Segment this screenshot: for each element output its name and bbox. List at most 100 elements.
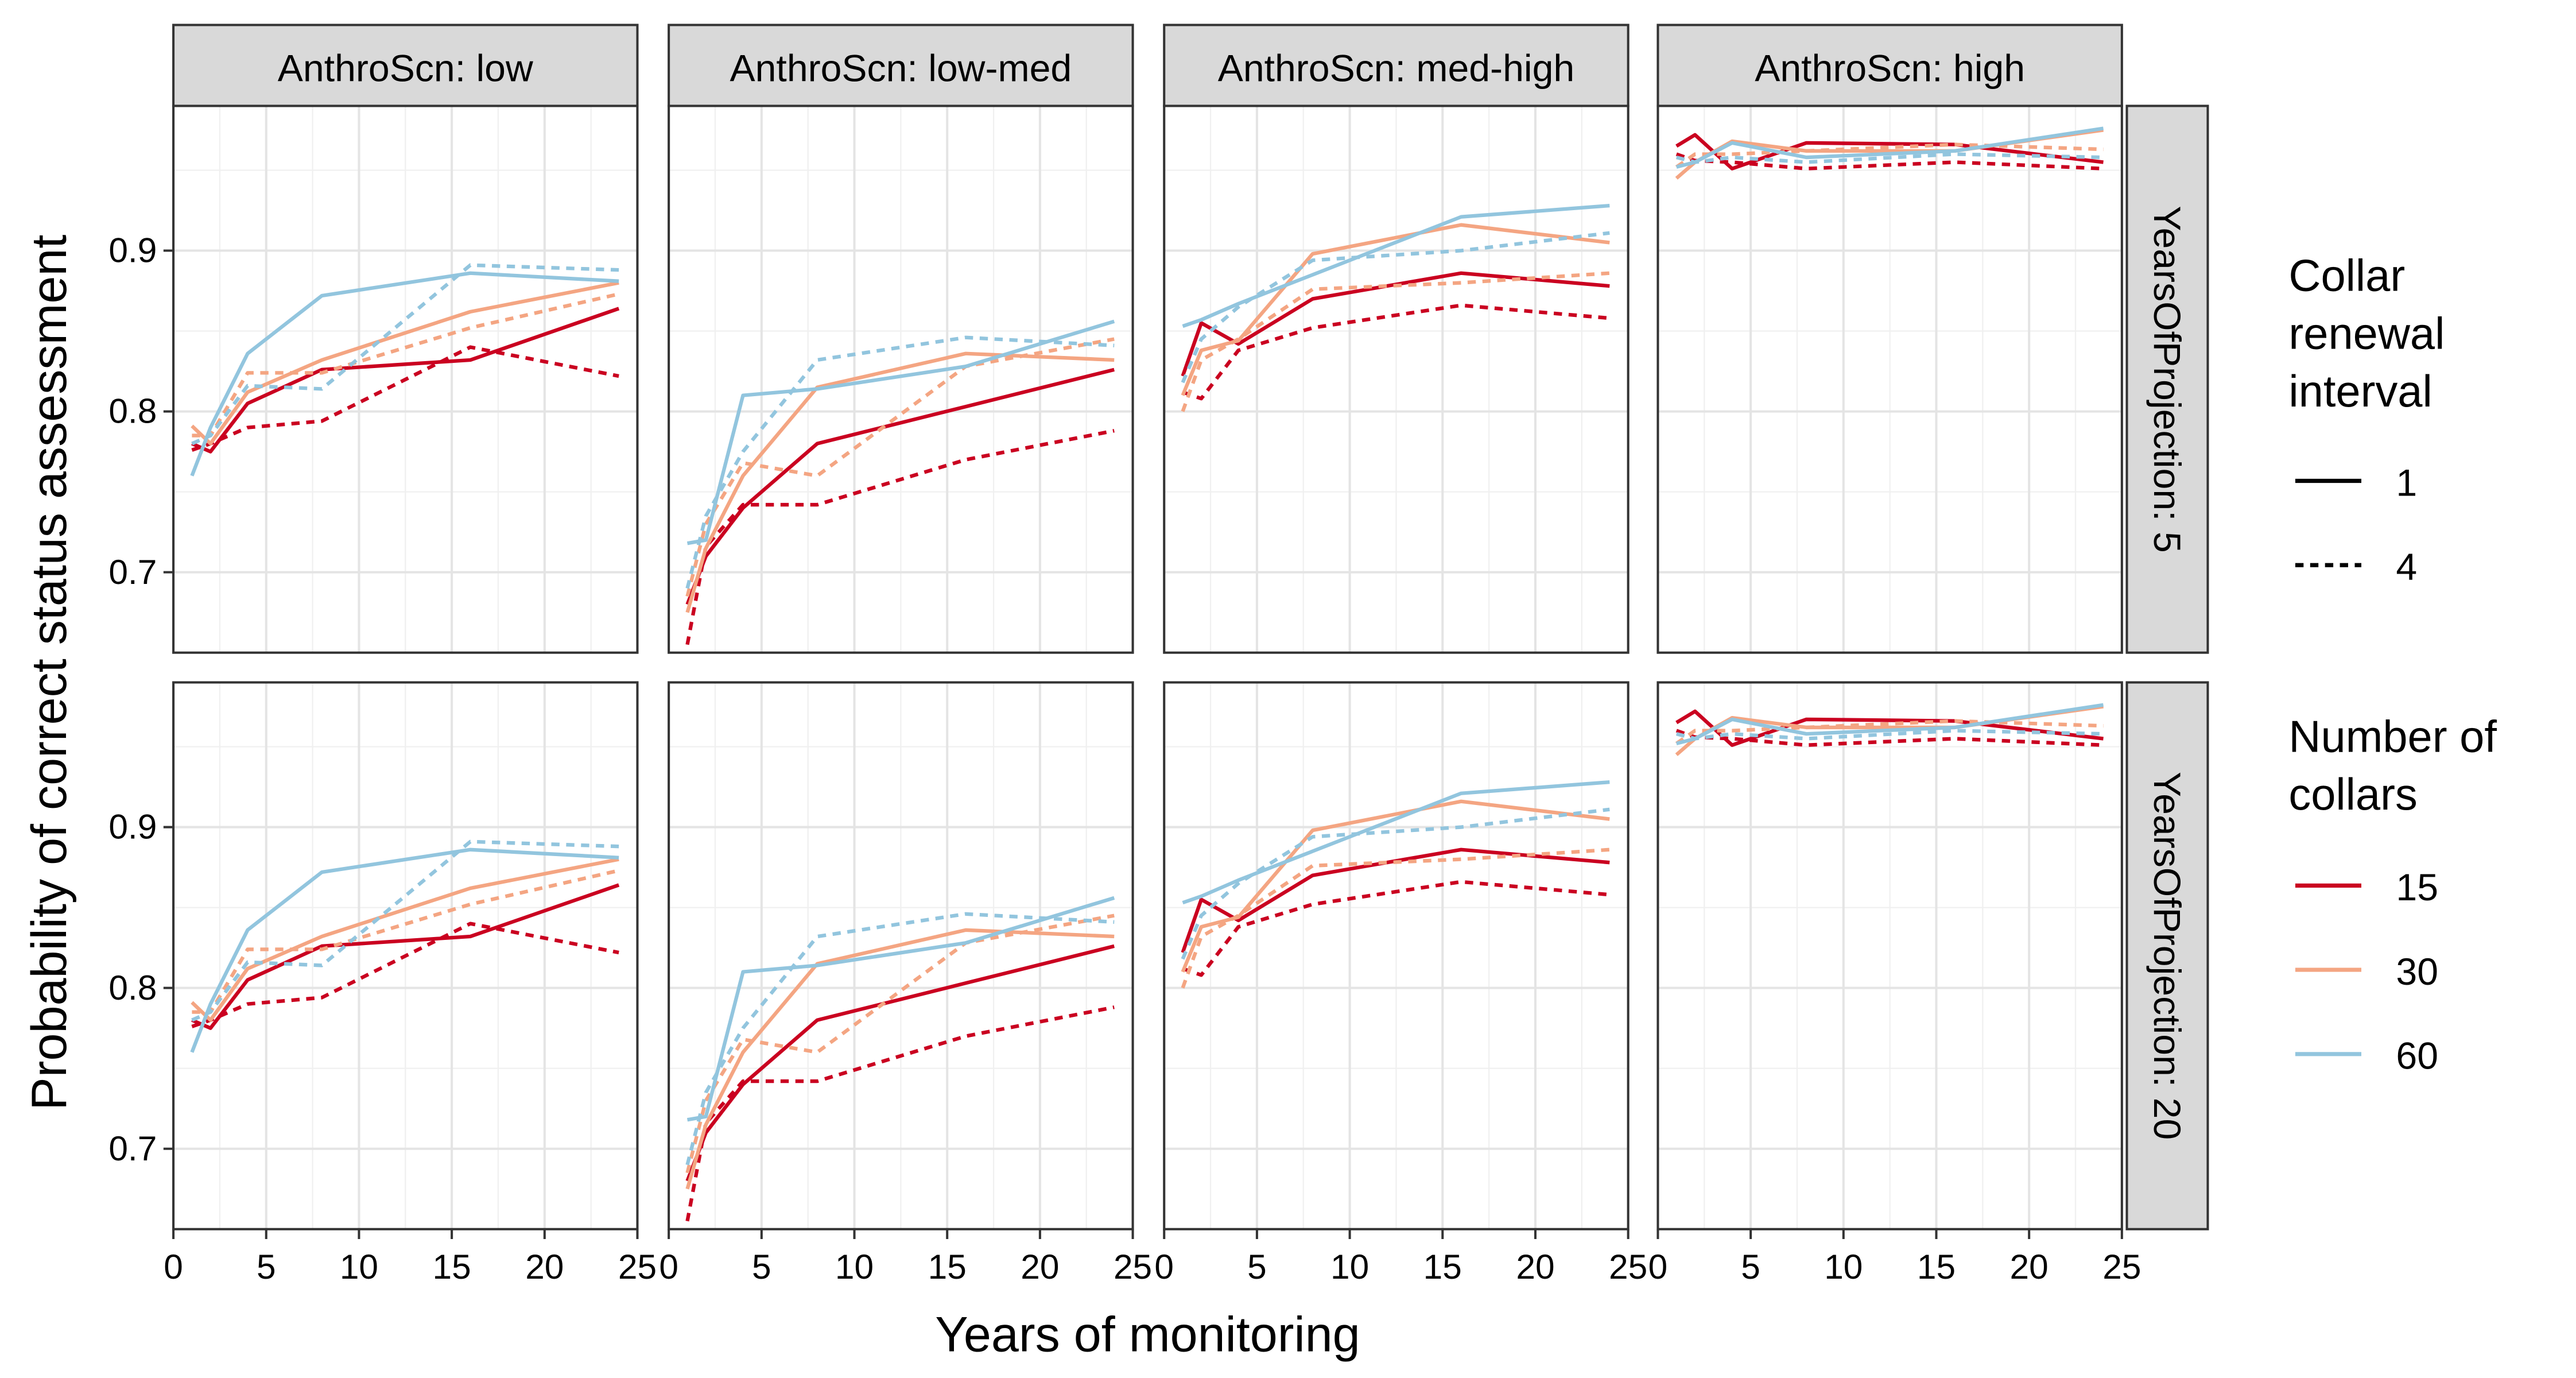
y-tick-label: 0.7 <box>108 552 157 591</box>
series-line-15-collars-interval-4 <box>191 345 619 452</box>
series-line-30-collars-interval-4 <box>685 913 1115 1174</box>
legend-color-title: Number of collars <box>2288 712 2509 819</box>
x-tick-label: 10 <box>340 1247 378 1286</box>
facet-panel <box>172 104 639 654</box>
x-tick-label: 25 <box>1114 1247 1152 1286</box>
series-line-15-collars-interval-1 <box>1181 847 1610 954</box>
series-line-30-collars-interval-1 <box>191 857 619 1022</box>
column-strip-label: AnthroScn: low-med <box>730 47 1072 90</box>
series-line-30-collars-interval-1 <box>685 351 1115 613</box>
series-line-60-collars-interval-4 <box>685 335 1115 589</box>
panel-border <box>1656 681 2123 1230</box>
column-strip <box>1656 24 2123 107</box>
series-line-30-collars-interval-4 <box>685 337 1115 597</box>
series-line-60-collars-interval-4 <box>1675 729 2104 741</box>
legend-color-title-line: Number of <box>2288 712 2497 761</box>
column-strip-label: AnthroScn: med-high <box>1218 47 1574 90</box>
panel-border <box>172 681 639 1230</box>
series-line-30-collars-interval-1 <box>1181 223 1610 396</box>
series-line-60-collars-interval-4 <box>1181 231 1610 384</box>
row-strip-label: YearsOfProjection: 5 <box>2146 206 2188 552</box>
column-strip <box>668 24 1134 107</box>
series-line-30-collars-interval-1 <box>685 928 1115 1190</box>
x-tick-label: 20 <box>525 1247 564 1286</box>
series-line-30-collars-interval-4 <box>1675 142 2104 169</box>
facet-panel <box>1656 681 2123 1230</box>
row-strip <box>2125 104 2209 654</box>
panel-border <box>1163 681 1630 1230</box>
y-tick-label: 0.8 <box>108 392 157 431</box>
series-line-60-collars-interval-1 <box>686 319 1115 545</box>
series-line-60-collars-interval-4 <box>1181 807 1610 960</box>
x-tick-label: 20 <box>1021 1247 1059 1286</box>
y-tick-label: 0.7 <box>108 1129 157 1168</box>
series-line-30-collars-interval-4 <box>1675 719 2104 745</box>
facet-panel <box>668 681 1134 1230</box>
panel-border <box>668 681 1134 1230</box>
series-line-30-collars-interval-4 <box>1181 271 1610 412</box>
legend-label-interval-1: 1 <box>2396 462 2417 504</box>
x-tick-label: 25 <box>618 1247 657 1286</box>
legend-label-30: 30 <box>2396 951 2438 993</box>
x-tick-label: 15 <box>1917 1247 1956 1286</box>
x-tick-label: 5 <box>1247 1247 1267 1286</box>
legend-linetype-title-line: interval <box>2288 367 2432 416</box>
series-line-60-collars-interval-4 <box>191 263 619 446</box>
series-line-15-collars-interval-1 <box>1181 271 1610 377</box>
x-tick-label: 20 <box>1516 1247 1554 1286</box>
row-strip-label: YearsOfProjection: 20 <box>2146 772 2188 1140</box>
x-tick-label: 10 <box>1824 1247 1863 1286</box>
x-tick-label: 5 <box>1741 1247 1760 1286</box>
x-tick-label: 5 <box>257 1247 276 1286</box>
axes: 0.70.80.90 5 10 15 20 250.70.80.90 5 10 15 20 25 0 5… <box>108 231 2141 1286</box>
y-tick-label: 0.9 <box>108 231 157 270</box>
x-tick-label: 15 <box>1423 1247 1462 1286</box>
legend-linetype-title-line: Collar <box>2288 251 2405 301</box>
series-line-60-collars-interval-4 <box>685 912 1115 1166</box>
facet-panel <box>172 681 639 1230</box>
series-line-15-collars-interval-4 <box>1182 303 1610 401</box>
x-tick-label: 10 <box>1330 1247 1369 1286</box>
legend-linetype: Collar renewal interval 1 4 <box>2288 251 2457 589</box>
legend-label-interval-4: 4 <box>2396 546 2417 589</box>
x-tick-label: 0 <box>659 1247 678 1286</box>
x-tick-label: 0 <box>164 1247 183 1286</box>
series-line-15-collars-interval-4 <box>1182 880 1610 977</box>
facet-panel <box>1656 104 2123 654</box>
legend-linetype-title: Collar renewal interval <box>2288 251 2457 416</box>
legend-color: Number of collars 15 30 60 <box>2288 712 2509 1078</box>
y-tick-label: 0.9 <box>108 807 157 846</box>
x-tick-label: 0 <box>1648 1247 1668 1286</box>
series-line-60-collars-interval-4 <box>191 839 619 1022</box>
legend-label-15: 15 <box>2396 866 2438 909</box>
series-line-60-collars-interval-4 <box>1675 152 2104 164</box>
y-tick-label: 0.8 <box>108 968 157 1007</box>
series-line-15-collars-interval-4 <box>191 922 619 1028</box>
legend-linetype-title-line: renewal <box>2288 309 2445 358</box>
series-line-30-collars-interval-4 <box>1181 847 1610 989</box>
series-line-60-collars-interval-1 <box>686 896 1115 1122</box>
series-line-60-collars-interval-1 <box>1182 780 1610 905</box>
x-tick-label: 20 <box>2010 1247 2049 1286</box>
legend-color-title-line: collars <box>2288 770 2417 819</box>
facet-panel <box>1163 104 1630 654</box>
x-tick-label: 10 <box>835 1247 874 1286</box>
legend: Collar renewal interval 1 4 Number of co… <box>2288 251 2509 1078</box>
x-tick-label: 15 <box>433 1247 471 1286</box>
column-strip-label: AnthroScn: high <box>1755 47 2025 90</box>
x-tick-label: 0 <box>1154 1247 1174 1286</box>
facet-strips: AnthroScn: low AnthroScn: low-med AnthroSc… <box>172 24 2209 1230</box>
column-strip <box>1163 24 1630 107</box>
legend-label-60: 60 <box>2396 1035 2438 1078</box>
column-strip-label: AnthroScn: low <box>278 47 533 90</box>
row-strip <box>2125 681 2209 1230</box>
x-tick-label: 25 <box>2102 1247 2141 1286</box>
facet-panels <box>172 104 2123 1230</box>
series-line-30-collars-interval-1 <box>191 281 619 446</box>
column-strip <box>172 24 639 107</box>
x-tick-label: 25 <box>1609 1247 1647 1286</box>
facet-panel <box>668 104 1134 654</box>
x-axis-title: Years of monitoring <box>935 1307 1360 1362</box>
series-line-30-collars-interval-1 <box>1181 799 1610 973</box>
